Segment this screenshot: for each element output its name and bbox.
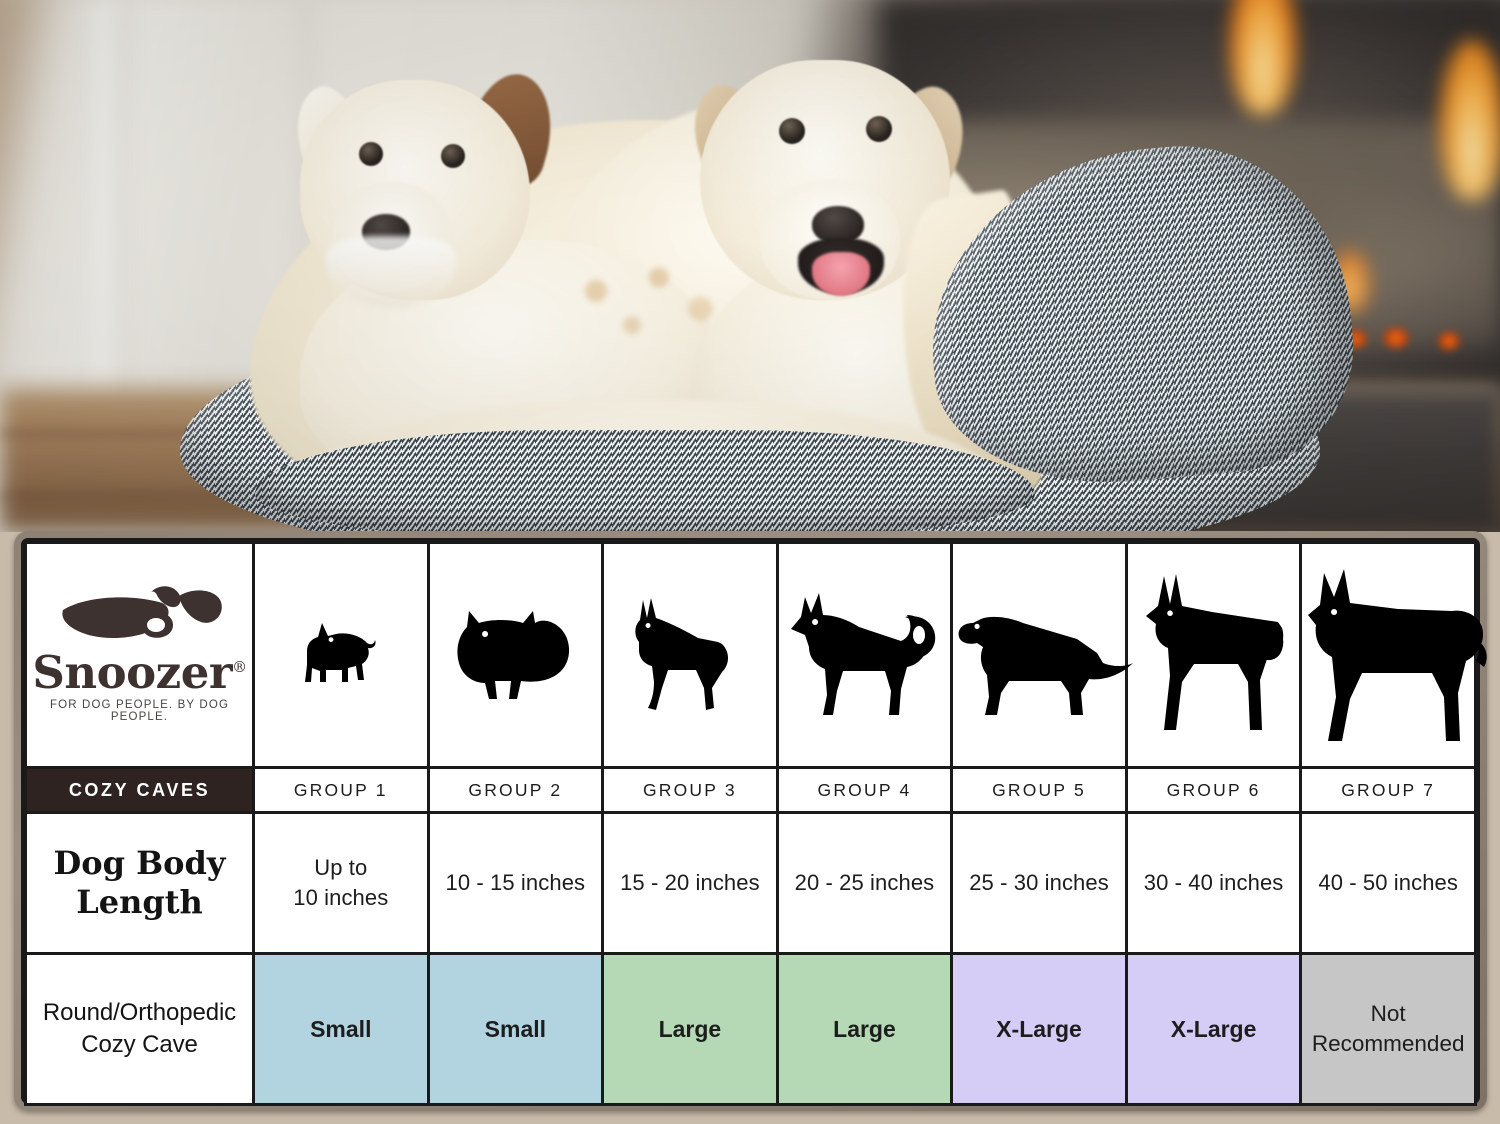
group-label-4: GROUP 4 [778, 769, 951, 811]
length-value-3: 15 - 20 inches [604, 814, 776, 952]
doberman-silhouette-icon [1145, 574, 1283, 730]
length-value-1-line2: 10 inches [293, 885, 389, 910]
length-value-5: 25 - 30 inches [953, 814, 1125, 952]
chart-title: COZY CAVES [27, 769, 252, 811]
row-label-dog-body-length: Dog Body Length [27, 814, 252, 952]
brand-wordmark: Snoozer® [32, 650, 247, 695]
dog-left-beard [326, 236, 456, 308]
pomeranian-silhouette-icon [457, 611, 570, 699]
dog-left-eye [359, 142, 383, 166]
size-recommendation-1: Small [255, 955, 427, 1103]
row-label-round-orthopedic-cozy-cave: Round/Orthopedic Cozy Cave [27, 955, 252, 1103]
brand-logo: Snoozer® FOR DOG PEOPLE. BY DOG PEOPLE. [31, 582, 248, 729]
registered-mark: ® [232, 657, 247, 676]
golden-retriever-silhouette-icon [958, 616, 1134, 715]
group-label-3: GROUP 3 [604, 769, 776, 811]
cozy-cave-bed [0, 0, 1500, 532]
length-value-6: 30 - 40 inches [1127, 814, 1300, 952]
size-recommendation-6: X-Large [1127, 955, 1300, 1103]
size-chart-table: Snoozer® FOR DOG PEOPLE. BY DOG PEOPLE. [24, 541, 1488, 1106]
dog-right-eye [866, 116, 892, 142]
group-header-row: COZY CAVES GROUP 1 GROUP 2 GROUP 3 GROUP… [27, 769, 1474, 811]
silhouette-cell-group-6 [1127, 544, 1300, 766]
ember-icon [1438, 332, 1460, 350]
product-label-line-2: Cozy Cave [81, 1031, 198, 1058]
silhouette-cell-group-1 [255, 544, 427, 766]
boston-terrier-silhouette-icon [635, 598, 728, 710]
length-value-1-line1: Up to [314, 855, 368, 881]
brand-logo-cell: Snoozer® FOR DOG PEOPLE. BY DOG PEOPLE. [27, 544, 252, 766]
row-label-line-1: Dog Body [53, 843, 226, 882]
dog-right-tongue [812, 252, 870, 296]
flame-icon [1440, 40, 1500, 200]
dog-left-eye [441, 144, 465, 168]
round-orthopedic-cozy-cave-row: Round/Orthopedic Cozy Cave Small Small L… [27, 955, 1474, 1103]
length-value-7: 40 - 50 inches [1302, 814, 1474, 952]
size-recommendation-7-line2: Recommended [1311, 1031, 1465, 1056]
product-label-line-1: Round/Orthopedic [42, 998, 237, 1026]
dog-right-nose [812, 206, 864, 244]
size-recommendation-3: Large [604, 955, 776, 1103]
length-value-2: 10 - 15 inches [429, 814, 602, 952]
bed-front-bolster [255, 430, 1035, 532]
dog-right-eye [779, 118, 805, 144]
size-recommendation-2: Small [429, 955, 602, 1103]
silhouette-row: Snoozer® FOR DOG PEOPLE. BY DOG PEOPLE. [27, 544, 1488, 766]
group-label-5: GROUP 5 [953, 769, 1125, 811]
group-label-7: GROUP 7 [1302, 769, 1474, 811]
floor-plank [0, 430, 300, 437]
flame-icon [1230, 0, 1296, 115]
size-recommendation-5: X-Large [953, 955, 1125, 1103]
silhouette-cell-group-4 [778, 544, 951, 766]
shiba-inu-silhouette-icon [791, 593, 936, 715]
chihuahua-silhouette-icon [304, 623, 376, 682]
hero-photo [0, 0, 1500, 532]
dog-body-length-row: Dog Body Length Up to 10 inches 10 - 15 … [27, 814, 1474, 952]
floor-plank [0, 492, 260, 500]
size-chart-frame: Snoozer® FOR DOG PEOPLE. BY DOG PEOPLE. [14, 531, 1488, 1111]
door-frame [96, 0, 130, 440]
great-dane-silhouette-icon [1308, 569, 1488, 741]
length-value-4: 20 - 25 inches [778, 814, 951, 952]
silhouette-cell-group-5 [953, 544, 1134, 766]
size-chart-grid: Snoozer® FOR DOG PEOPLE. BY DOG PEOPLE. [21, 538, 1488, 1106]
length-value-1: Up to 10 inches [255, 814, 427, 952]
silhouette-cell-group-2 [429, 544, 602, 766]
silhouette-cell-group-3 [604, 544, 776, 766]
snoozer-dog-logo-icon [61, 585, 222, 638]
silhouette-cell-group-7 [1302, 544, 1488, 766]
group-label-2: GROUP 2 [429, 769, 602, 811]
size-recommendation-7: Not Recommended [1302, 955, 1474, 1103]
size-recommendation-4: Large [778, 955, 951, 1103]
ember-icon [1383, 328, 1409, 348]
row-label-line-2: Length [76, 883, 203, 921]
brand-name: Snoozer [32, 645, 233, 699]
brand-tagline: FOR DOG PEOPLE. BY DOG PEOPLE. [49, 698, 230, 723]
size-recommendation-7-line1: Not [1370, 1000, 1406, 1026]
group-label-6: GROUP 6 [1127, 769, 1300, 811]
photo-vignette [0, 0, 1500, 532]
group-label-1: GROUP 1 [255, 769, 427, 811]
